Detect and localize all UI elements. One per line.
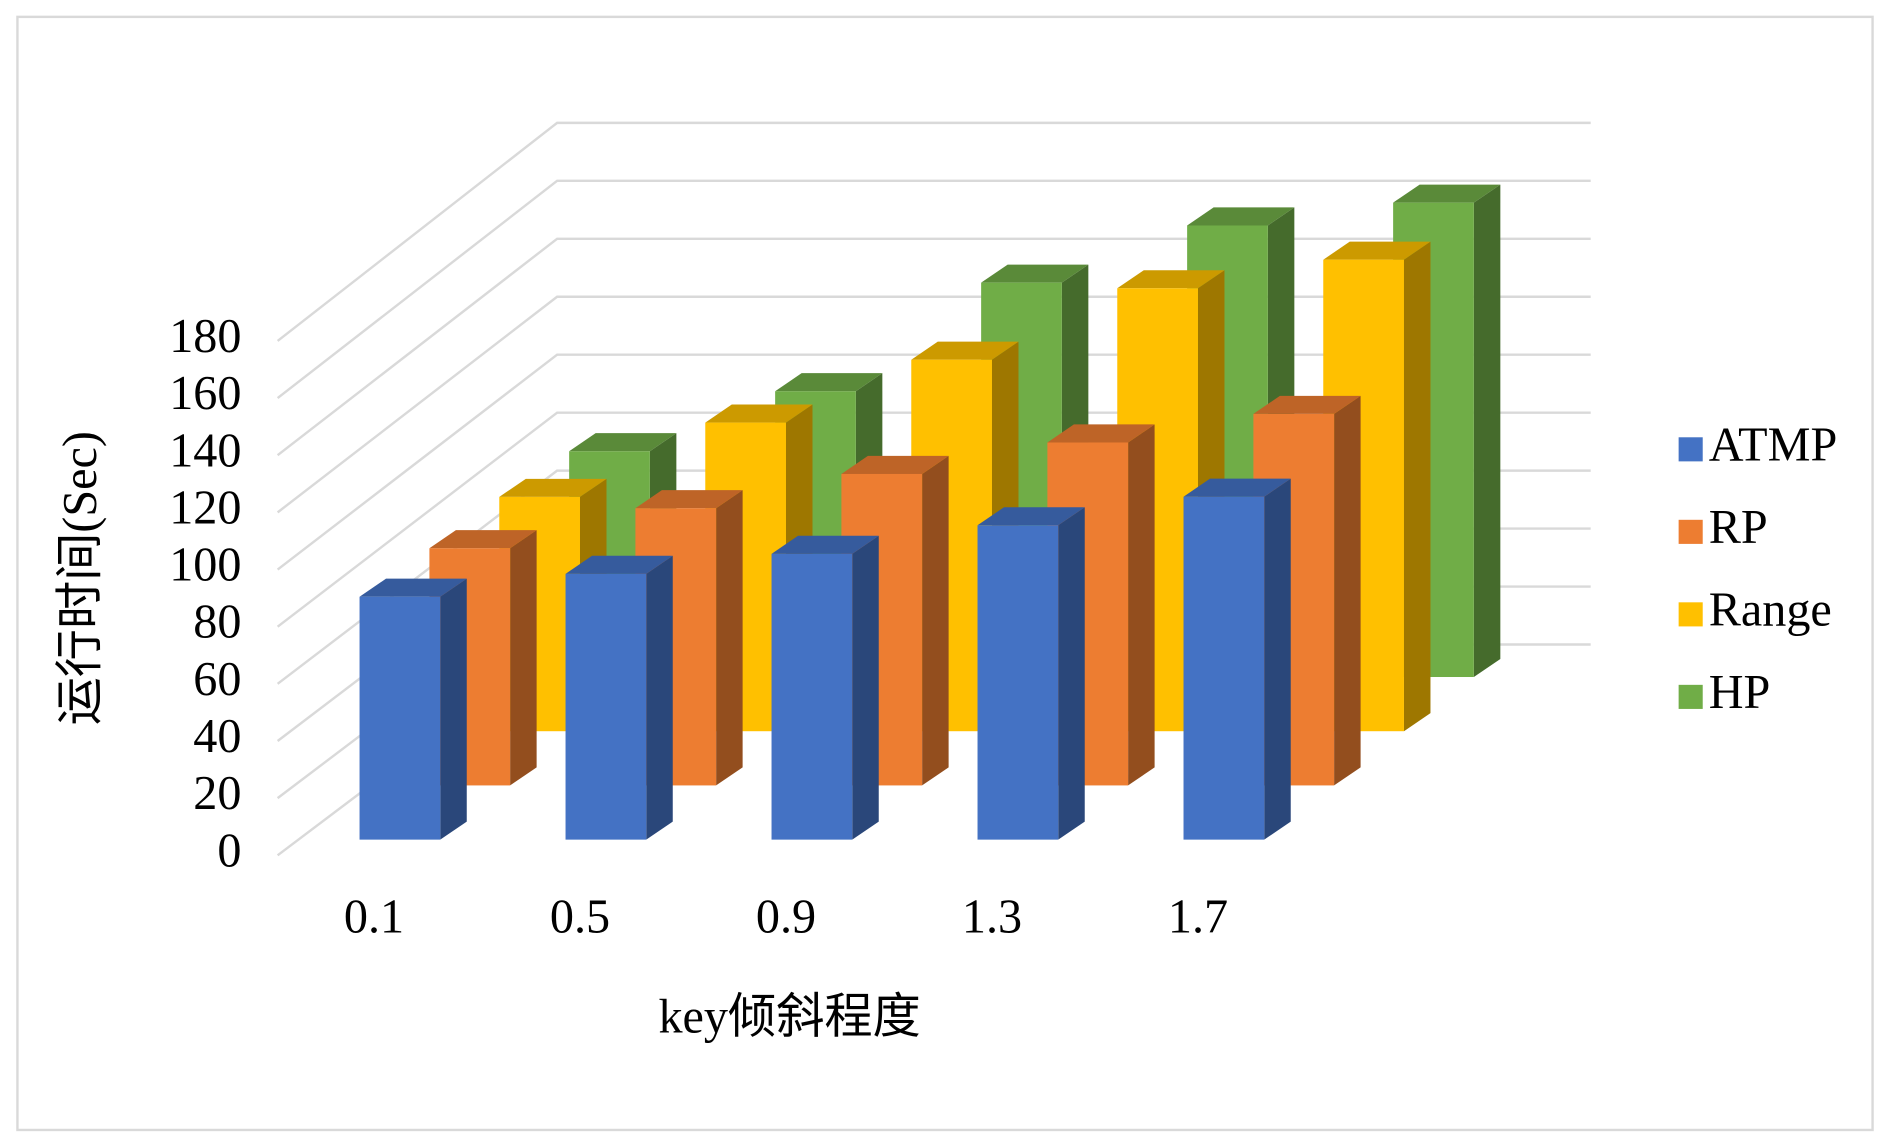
y-tick-label: 20 (193, 767, 241, 820)
grid-line (276, 121, 1591, 342)
bar-top (1393, 184, 1501, 203)
bar-side (1473, 184, 1501, 678)
bar-top (569, 433, 677, 452)
x-tick-label: 0.5 (550, 891, 610, 944)
legend-swatch (1678, 602, 1703, 627)
x-tick-label: 0.9 (756, 891, 816, 944)
bar (565, 573, 647, 840)
y-tick-label: 100 (169, 539, 241, 592)
bar-top (1183, 478, 1291, 497)
bar-top (1047, 424, 1155, 443)
bar-top (635, 490, 743, 509)
legend-label: Range (1709, 583, 1832, 636)
bar-side (1058, 507, 1085, 840)
legend-swatch (1678, 684, 1703, 709)
bar-top (911, 341, 1019, 360)
y-tick-label: 0 (217, 824, 241, 877)
x-axis-title: key倾斜程度 (658, 991, 920, 1044)
grid-line (276, 179, 1591, 400)
bar (1183, 496, 1265, 840)
legend-label: ATMP (1709, 418, 1838, 471)
y-tick-label: 60 (193, 653, 241, 706)
bar-side (440, 578, 467, 840)
legend-swatch (1678, 437, 1703, 462)
bar-top (1323, 241, 1431, 260)
bar-top (977, 507, 1085, 526)
bar-side (1334, 395, 1361, 786)
bar-side (646, 555, 673, 840)
y-tick-label: 160 (169, 367, 241, 420)
bar-side (1403, 241, 1431, 732)
bar-side (1264, 478, 1291, 840)
bar (771, 553, 853, 840)
bar-top (841, 455, 949, 474)
bar-side (1128, 424, 1155, 786)
bar-top (359, 578, 467, 597)
bar-top (1187, 207, 1295, 226)
y-tick-label: 140 (169, 424, 241, 477)
bar-top (1253, 395, 1361, 414)
x-tick-label: 1.7 (1168, 891, 1228, 944)
bar-top (771, 535, 879, 554)
legend-label: RP (1709, 501, 1768, 554)
bar-side (922, 455, 949, 786)
bar (977, 525, 1059, 840)
bar-side (852, 535, 879, 840)
bar-side (510, 530, 537, 786)
x-tick-label: 0.1 (344, 891, 404, 944)
y-tick-label: 80 (193, 596, 241, 649)
bar-top (775, 373, 883, 392)
bar (359, 596, 441, 840)
bar-side (716, 490, 743, 786)
y-tick-label: 120 (169, 481, 241, 534)
y-axis-title: 运行时间(Sec) (54, 431, 107, 725)
legend-swatch (1678, 519, 1703, 544)
bar-top (1117, 270, 1225, 289)
bar-top (565, 555, 673, 574)
bar-top (499, 478, 607, 497)
bar-top (981, 264, 1089, 283)
y-tick-label: 180 (169, 310, 241, 363)
legend-label: HP (1709, 666, 1771, 719)
bar-top (429, 530, 537, 549)
y-tick-label: 40 (193, 710, 241, 763)
bar-top (705, 404, 813, 423)
x-tick-label: 1.3 (962, 891, 1022, 944)
